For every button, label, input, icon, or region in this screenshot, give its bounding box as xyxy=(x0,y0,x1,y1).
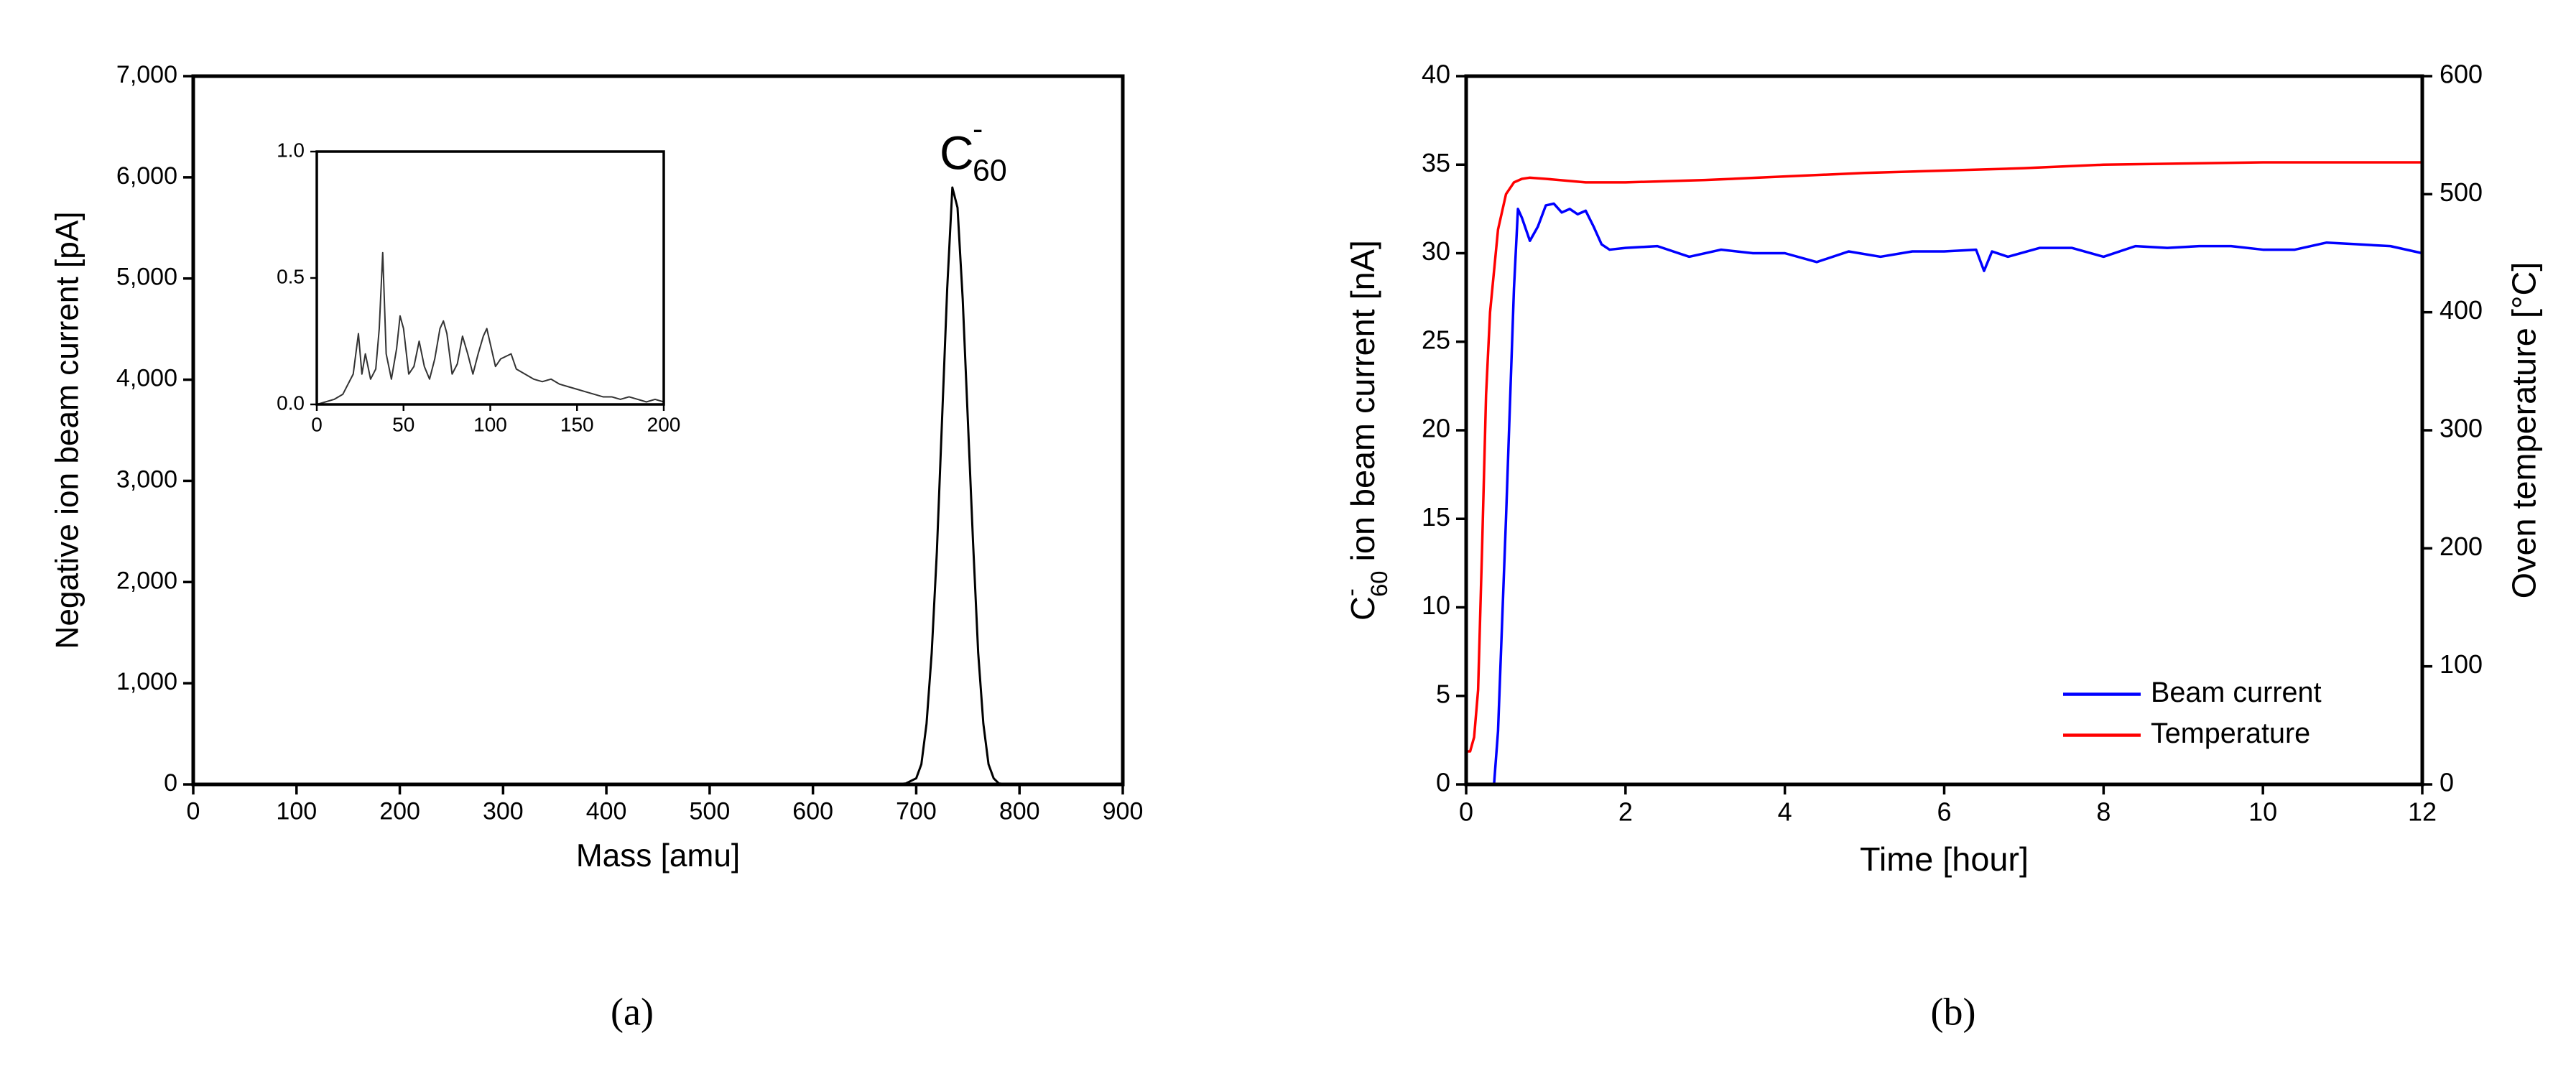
data-line xyxy=(193,186,1009,786)
data-line xyxy=(316,251,664,405)
y2-tick-label: 0 xyxy=(2440,768,2454,797)
x-tick-label: 8 xyxy=(2096,797,2111,827)
y-tick-label: 7,000 xyxy=(116,61,177,88)
y-tick-label: 4,000 xyxy=(116,365,177,392)
x-tick-label: 100 xyxy=(473,413,507,435)
y-tick-label: 40 xyxy=(1422,60,1450,89)
y2-tick-label: 400 xyxy=(2440,295,2483,325)
x-tick-label: 4 xyxy=(1778,797,1792,827)
y2-tick-label: 300 xyxy=(2440,414,2483,443)
x-tick-label: 50 xyxy=(392,413,414,435)
panel-label: (a) xyxy=(611,990,654,1033)
y-tick-label: 0.5 xyxy=(277,265,305,287)
x-tick-label: 200 xyxy=(379,797,420,825)
y2-tick-label: 100 xyxy=(2440,649,2483,679)
x-tick-label: 900 xyxy=(1103,797,1144,825)
x-tick-label: 150 xyxy=(560,413,594,435)
legend-label: Beam current xyxy=(2151,677,2322,708)
y-tick-label: 5,000 xyxy=(116,264,177,291)
x-tick-label: 6 xyxy=(1937,797,1951,827)
x-tick-label: 100 xyxy=(276,797,317,825)
y-axis-label: Negative ion beam current [pA] xyxy=(50,211,85,649)
y-tick-label: 35 xyxy=(1422,148,1450,177)
legend-label: Temperature xyxy=(2151,718,2310,749)
y-tick-label: 2,000 xyxy=(116,567,177,594)
x-tick-label: 200 xyxy=(647,413,681,435)
plot-frame xyxy=(191,74,1125,787)
x-tick-label: 0 xyxy=(1459,797,1473,827)
panel-label: (b) xyxy=(1931,990,1976,1033)
x-axis-label: Time [hour] xyxy=(1860,840,2029,878)
label-superscript: - xyxy=(1337,588,1363,596)
y-tick-label: 25 xyxy=(1422,325,1450,354)
plot-frame xyxy=(315,150,665,406)
x-tick-label: 300 xyxy=(483,797,524,825)
y-tick-label: 0 xyxy=(1436,768,1450,797)
x-tick-label: 500 xyxy=(690,797,731,825)
data-line xyxy=(1466,161,2422,753)
y-tick-label: 6,000 xyxy=(116,162,177,190)
y-axis-label: C-60 ion beam current [nA] xyxy=(1337,240,1392,621)
y-tick-label: 5 xyxy=(1436,679,1450,708)
annotation: C xyxy=(940,126,974,179)
x-tick-label: 0 xyxy=(187,797,200,825)
x-tick-label: 400 xyxy=(586,797,627,825)
y2-tick-label: 500 xyxy=(2440,177,2483,207)
label-subscript: 60 xyxy=(1366,570,1392,596)
label-part: C xyxy=(1344,596,1381,621)
x-tick-label: 700 xyxy=(896,797,937,825)
x-tick-label: 10 xyxy=(2248,797,2277,827)
annotation-superscript: - xyxy=(973,111,983,146)
data-line xyxy=(1490,202,2423,786)
y-tick-label: 1,000 xyxy=(116,668,177,695)
x-tick-label: 2 xyxy=(1618,797,1633,827)
y2-tick-label: 200 xyxy=(2440,532,2483,561)
y-tick-label: 0 xyxy=(164,769,177,797)
y-tick-label: 1.0 xyxy=(277,139,305,161)
y-tick-label: 0.0 xyxy=(277,391,305,414)
y-tick-label: 10 xyxy=(1422,590,1450,620)
x-tick-label: 0 xyxy=(311,413,323,435)
x-tick-label: 600 xyxy=(792,797,833,825)
x-tick-label: 12 xyxy=(2408,797,2437,827)
annotation-subscript: 60 xyxy=(973,153,1007,187)
x-axis-label: Mass [amu] xyxy=(576,838,740,873)
y2-tick-label: 600 xyxy=(2440,60,2483,89)
label-part: ion beam current [nA] xyxy=(1344,240,1381,570)
y-tick-label: 20 xyxy=(1422,414,1450,443)
y-tick-label: 15 xyxy=(1422,502,1450,532)
y2-axis-label: Oven temperature [°C] xyxy=(2505,262,2542,599)
y-tick-label: 3,000 xyxy=(116,465,177,493)
x-tick-label: 800 xyxy=(999,797,1040,825)
y-tick-label: 30 xyxy=(1422,236,1450,266)
